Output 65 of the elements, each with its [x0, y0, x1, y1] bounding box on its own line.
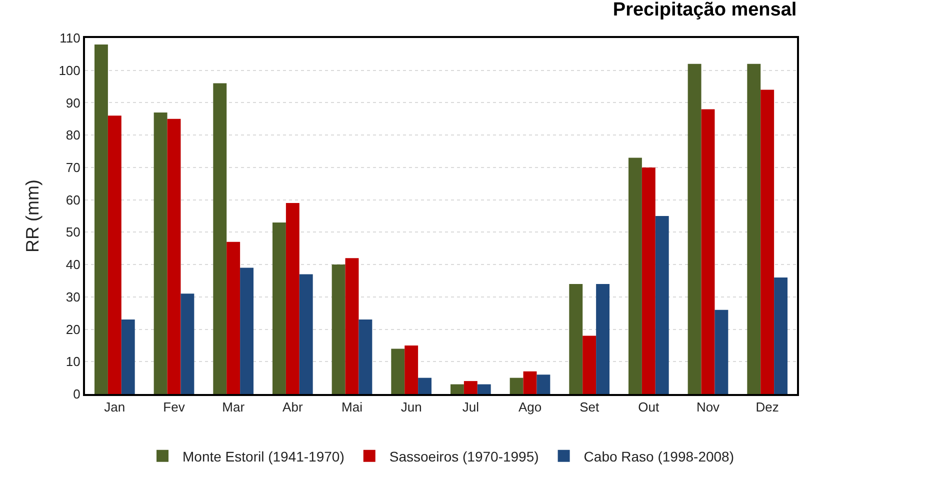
bar	[760, 90, 774, 394]
bar	[108, 116, 122, 394]
y-tick-label: 30	[66, 289, 80, 304]
x-tick-label: Out	[638, 400, 660, 415]
x-tick-label: Mai	[342, 400, 363, 415]
chart-title: Precipitação mensal	[612, 0, 797, 21]
y-tick-label: 10	[66, 354, 80, 370]
bar	[464, 381, 478, 394]
bar	[596, 284, 610, 394]
x-tick-label: Jan	[104, 400, 126, 415]
bar	[642, 167, 656, 394]
bar	[94, 44, 108, 394]
bar	[332, 264, 346, 394]
bar	[121, 320, 135, 394]
bar	[154, 112, 168, 394]
y-tick-label: 110	[60, 30, 80, 46]
bar	[299, 274, 313, 394]
y-tick-label: 50	[66, 224, 80, 240]
bar	[358, 320, 372, 394]
bar	[404, 345, 418, 394]
bar	[418, 378, 432, 394]
bar	[714, 310, 728, 394]
bar	[510, 378, 524, 394]
bar	[477, 384, 491, 394]
bar	[450, 384, 464, 394]
y-tick-label: 70	[66, 160, 80, 175]
bar	[582, 336, 596, 394]
legend-label: Monte Estoril (1941-1970)	[182, 448, 344, 464]
bar	[213, 83, 227, 394]
bar	[569, 284, 583, 394]
bar	[286, 203, 300, 394]
bar	[774, 277, 788, 394]
y-tick-label: 40	[66, 257, 80, 272]
bar	[391, 348, 405, 394]
bar	[240, 268, 254, 394]
x-tick-label: Nov	[696, 400, 720, 415]
bar	[747, 64, 761, 394]
y-tick-label: 80	[66, 128, 80, 143]
y-tick-label: 100	[58, 62, 80, 78]
bar	[272, 222, 286, 394]
y-tick-label: 60	[66, 192, 80, 208]
y-axis-title: RR (mm)	[22, 180, 42, 252]
bar	[167, 118, 181, 394]
x-tick-label: Mar	[222, 400, 246, 415]
bar	[655, 216, 669, 394]
y-tick-label: 20	[66, 322, 80, 337]
bar	[226, 242, 240, 394]
bar	[688, 64, 702, 394]
bar	[701, 109, 715, 394]
bar	[180, 294, 194, 394]
x-tick-label: Ago	[518, 400, 542, 415]
x-tick-label: Fev	[163, 400, 186, 415]
bar	[628, 158, 642, 394]
legend-label: Cabo Raso (1998-2008)	[584, 448, 734, 464]
x-tick-label: Set	[580, 400, 600, 415]
bar	[536, 374, 550, 394]
x-tick-label: Jul	[462, 400, 480, 415]
y-tick-label: 90	[66, 95, 80, 110]
legend-label: Sassoeiros (1970-1995)	[389, 448, 539, 464]
bar	[345, 258, 359, 394]
x-tick-label: Jun	[400, 400, 422, 415]
y-tick-label: 0	[73, 386, 80, 402]
bar	[523, 371, 537, 394]
x-tick-label: Abr	[282, 400, 304, 415]
x-tick-label: Dez	[756, 400, 779, 415]
